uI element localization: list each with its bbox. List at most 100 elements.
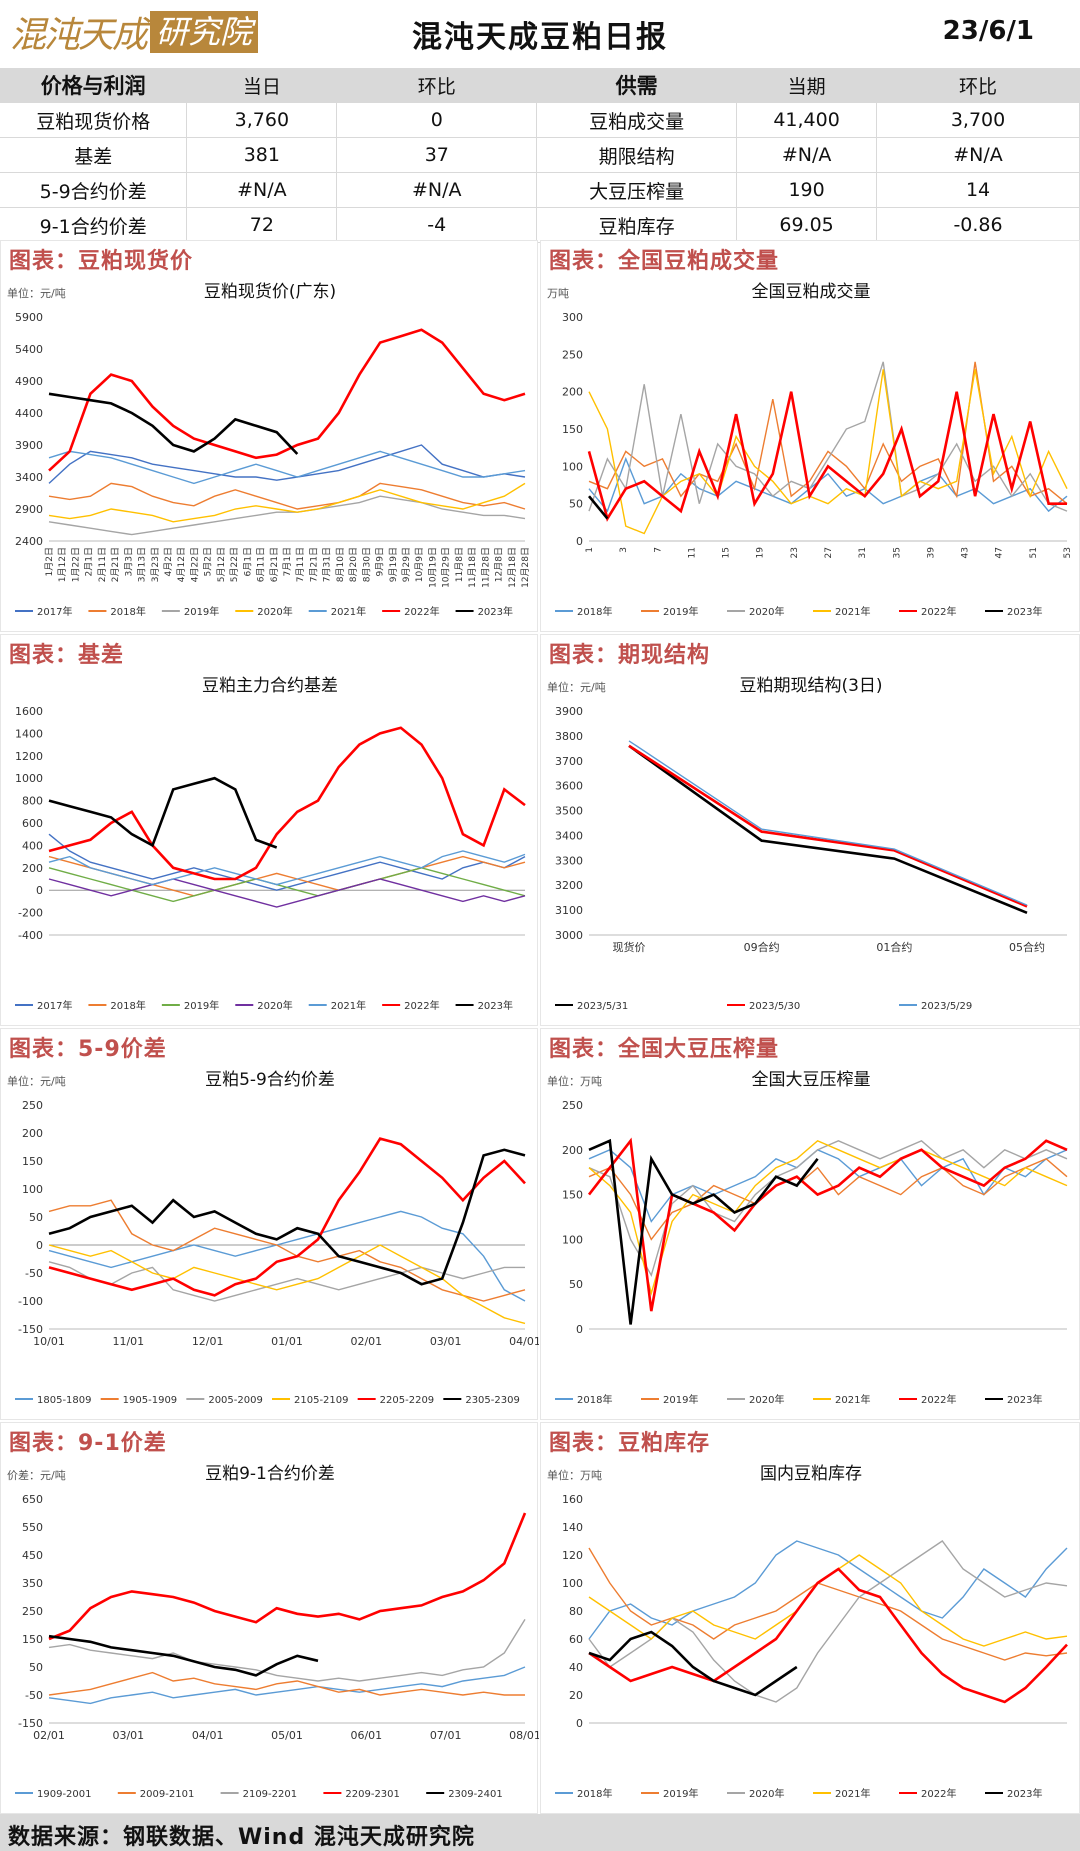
y-tick-label: 4900 <box>15 375 43 388</box>
legend-label: 2022年 <box>921 605 956 618</box>
y-tick-label: 100 <box>562 460 583 473</box>
x-tick-label: 04/01 <box>509 1335 539 1348</box>
x-tick-label: 2月1日 <box>84 547 95 576</box>
legend-label: 2018年 <box>577 1787 612 1800</box>
series-line <box>48 1671 525 1696</box>
y-tick-label: 3900 <box>555 705 583 718</box>
panel-title: 图表：基差 <box>9 643 125 668</box>
y-tick-label: 150 <box>562 423 583 436</box>
panel-title: 图表：全国大豆压榨量 <box>549 1037 780 1062</box>
row-change: 3,700 <box>876 102 1080 138</box>
row-value: 190 <box>736 172 878 208</box>
x-tick-label: 05合约 <box>1009 940 1045 954</box>
panel-spread-9-1: 图表：9-1价差 豆粕9-1合约价差 价差：元/吨 -150 -50 50 150 250 3… <box>0 1422 539 1814</box>
row-label: 期限结构 <box>536 137 738 173</box>
y-tick-label: 3100 <box>555 904 583 917</box>
legend-label: 2021年 <box>331 999 366 1012</box>
y-tick-label: 350 <box>22 1577 43 1590</box>
x-tick-label: 11月18日 <box>467 547 478 588</box>
x-tick-label: 1月12日 <box>57 547 68 582</box>
chart-term-structure: 豆粕期现结构(3日) 单位：元/吨 3000 3100 3200 3300 3400 3500… <box>547 676 1067 1012</box>
logo-text-left: 混沌天成 <box>10 15 148 56</box>
data-source: 数据来源：钢联数据、Wind 混沌天成研究院 <box>8 1825 475 1850</box>
y-tick-label: 3300 <box>555 854 583 867</box>
series-line <box>587 391 1067 522</box>
x-tick-label: 02/01 <box>33 1729 65 1742</box>
chart-crush: 全国大豆压榨量 单位：万吨 0 50 100 150 200 250 2018年 2019年 202… <box>547 1070 1068 1406</box>
y-tick-label: 100 <box>22 1183 43 1196</box>
series-line <box>48 1148 526 1286</box>
x-tick-label: 08/01 <box>509 1729 539 1742</box>
x-tick-label: 01合约 <box>876 940 912 954</box>
chart-title: 豆粕5-9合约价差 <box>205 1070 335 1090</box>
x-tick-label: 19 <box>756 547 766 559</box>
legend-label: 2021年 <box>835 1787 870 1800</box>
x-tick-label: 23 <box>790 547 800 558</box>
y-tick-label: -150 <box>18 1323 43 1336</box>
y-tick-label: 50 <box>29 1661 43 1674</box>
series-line <box>628 744 1028 915</box>
panel-spread-5-9: 图表：5-9价差 豆粕5-9合约价差 单位：元/吨 -150 -100 -50 0 50 10… <box>0 1028 539 1420</box>
x-tick-label: 7 <box>653 547 663 553</box>
legend-label: 2023/5/29 <box>921 1001 972 1012</box>
y-tick-label: 3700 <box>555 755 583 768</box>
report-date: 23/6/1 <box>942 16 1034 46</box>
series-line <box>48 328 526 472</box>
x-tick-label: 1月22日 <box>70 547 81 582</box>
x-tick-label: 7月21日 <box>308 547 319 582</box>
series-line <box>48 482 526 523</box>
y-tick-label: 50 <box>569 1278 583 1291</box>
x-tick-label: 8月20日 <box>348 547 359 582</box>
legend-label: 2020年 <box>257 999 292 1012</box>
legend-label: 2017年 <box>37 999 72 1012</box>
x-tick-label: 01/01 <box>271 1335 303 1348</box>
y-tick-label: 250 <box>22 1099 43 1112</box>
row-label: 豆粕成交量 <box>536 102 738 138</box>
legend-label: 2021年 <box>835 1393 870 1406</box>
header-change-right: 环比 <box>876 68 1080 103</box>
y-tick-label: -400 <box>18 929 43 942</box>
y-tick-label: 0 <box>36 884 43 897</box>
panel-crush: 图表：全国大豆压榨量 全国大豆压榨量 单位：万吨 0 50 100 150 200 250 20… <box>540 1028 1080 1420</box>
y-tick-label: 650 <box>22 1493 43 1506</box>
series-line <box>588 1567 1068 1704</box>
x-tick-label: 4月2日 <box>163 547 174 576</box>
report-title: 混沌天成豆粕日报 <box>412 20 668 55</box>
row-value: 72 <box>186 207 338 243</box>
chart-title: 豆粕期现结构(3日) <box>739 676 882 696</box>
x-tick-label: 2月21日 <box>110 547 121 582</box>
x-tick-label: 9月9日 <box>375 547 386 576</box>
y-tick-label: 4400 <box>15 407 43 420</box>
x-tick-label: 43 <box>961 547 971 558</box>
x-tick-label: 4月22日 <box>189 547 200 582</box>
series-line <box>48 1210 526 1302</box>
row-label: 豆粕库存 <box>536 207 738 243</box>
x-tick-label: 07/01 <box>430 1729 462 1742</box>
y-tick-label: 250 <box>562 348 583 361</box>
chart-title: 豆粕9-1合约价差 <box>205 1464 335 1484</box>
chart-title: 豆粕主力合约基差 <box>202 676 338 696</box>
x-tick-label: 11 <box>687 547 697 558</box>
chart-unit: 单位：元/吨 <box>7 1074 66 1088</box>
legend-label: 1805-1809 <box>37 1395 92 1406</box>
y-tick-label: 50 <box>29 1211 43 1224</box>
legend-label: 2018年 <box>577 605 612 618</box>
x-tick-label: 12月18日 <box>507 547 518 588</box>
panel-title: 图表：9-1价差 <box>9 1431 167 1456</box>
y-tick-label: 550 <box>22 1521 43 1534</box>
y-tick-label: 250 <box>22 1605 43 1618</box>
chart-basis: 豆粕主力合约基差 -400 -200 0 200 400 600 800 1000 1200 140… <box>15 676 526 1012</box>
footer: 数据来源：钢联数据、Wind 混沌天成研究院 <box>0 1814 1080 1851</box>
legend-label: 2019年 <box>663 1787 698 1800</box>
chart-unit: 万吨 <box>547 287 569 300</box>
y-tick-label: 250 <box>562 1099 583 1112</box>
y-tick-label: 50 <box>569 498 583 511</box>
x-tick-label: 9月19日 <box>388 547 399 582</box>
series-line <box>588 1139 1068 1296</box>
y-tick-label: 80 <box>569 1605 583 1618</box>
chart-spread-5-9: 豆粕5-9合约价差 单位：元/吨 -150 -100 -50 0 50 100 150 200 25… <box>7 1070 539 1406</box>
x-tick-label: 6月11日 <box>256 547 267 582</box>
panel-title: 图表：豆粕现货价 <box>9 249 194 274</box>
series-line <box>48 1244 526 1325</box>
x-tick-label: 11月28日 <box>480 547 491 588</box>
